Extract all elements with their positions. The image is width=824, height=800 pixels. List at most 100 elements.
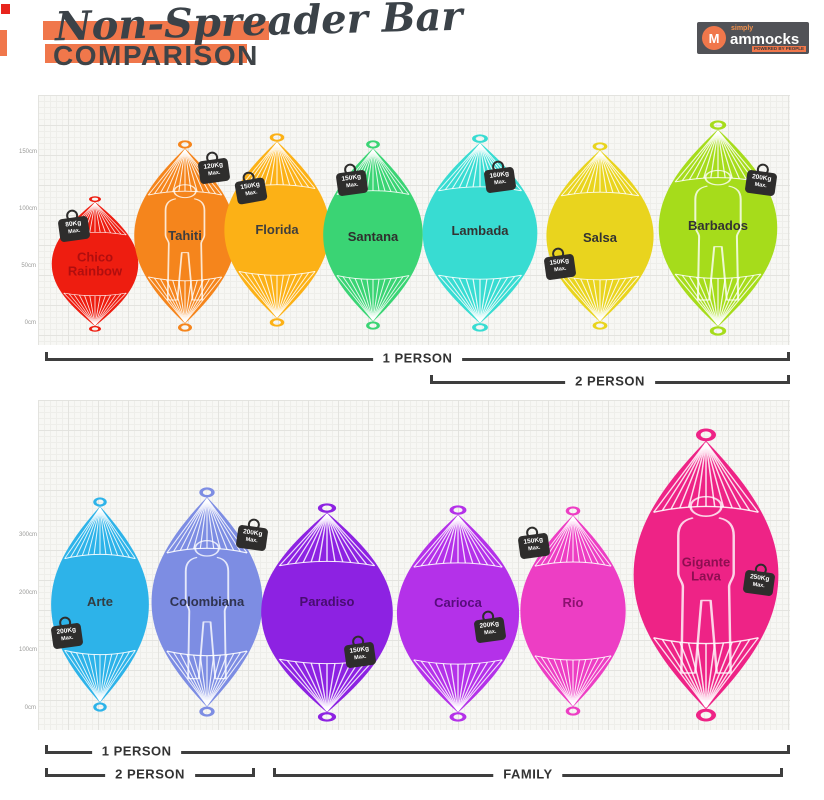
- hang-ring-bottom-icon: [199, 706, 215, 717]
- logo-name: ammocks: [730, 31, 800, 48]
- bed-edge-bottom: [63, 292, 127, 297]
- clew-strings-top: [166, 498, 248, 554]
- hammock-salsa: Salsa: [543, 142, 657, 330]
- hang-ring-bottom-icon: [366, 321, 380, 330]
- bed-edge-bottom: [64, 649, 136, 656]
- weight-tag: 200Kg Max.: [473, 616, 507, 644]
- bed-edge-bottom: [438, 274, 522, 280]
- brand-logo: M simply ammocks POWERED BY PEOPLE: [697, 22, 809, 54]
- hang-ring-top-icon: [269, 133, 285, 142]
- bed-edge-top: [166, 547, 248, 554]
- clew-strings-bottom: [278, 659, 376, 712]
- y-axis-tick: 100cm: [19, 206, 38, 212]
- y-axis-tick: 200cm: [19, 590, 38, 596]
- hammock-name: Santana: [347, 229, 399, 245]
- hang-ring-top-icon: [709, 120, 727, 130]
- clew-strings-top: [413, 515, 503, 568]
- bracket-1-person: 1 PERSON: [45, 743, 790, 759]
- hammock-lambada: Lambada: [419, 134, 541, 332]
- bed-edge-top: [279, 560, 375, 567]
- bracket-family: FAMILY: [273, 766, 783, 782]
- hammock-tahiti: Tahiti: [131, 140, 239, 332]
- hammock-body: [134, 148, 236, 324]
- weight-tag: 80Kg Max.: [57, 215, 91, 243]
- hang-ring-top-icon: [565, 506, 581, 516]
- logo-monogram-icon: M: [702, 26, 726, 50]
- hang-ring-top-icon: [449, 505, 467, 515]
- bracket-label: 2 PERSON: [105, 766, 195, 782]
- hammock-body: [520, 515, 626, 707]
- logo-prefix: simply: [731, 25, 754, 32]
- hammock-arte: Arte: [48, 497, 152, 712]
- hang-ring-top-icon: [472, 134, 488, 143]
- clew-strings-bottom: [652, 637, 760, 708]
- bed-edge-bottom: [166, 650, 248, 657]
- hang-ring-top-icon: [89, 196, 101, 203]
- hang-ring-bottom-icon: [695, 708, 717, 722]
- bracket-1-person: 1 PERSON: [45, 350, 790, 366]
- y-axis-tick: 0cm: [24, 320, 36, 326]
- logo-monogram-letter: M: [708, 30, 720, 46]
- hammock-name: Barbados: [688, 218, 748, 234]
- hammock-name: Paradiso: [299, 593, 355, 609]
- weight-tag: 200Kg Max.: [50, 622, 84, 650]
- hammock-florida: Florida: [221, 133, 333, 327]
- y-axis-tick: 0cm: [24, 705, 36, 711]
- hang-ring-bottom-icon: [317, 712, 337, 722]
- weight-tag: 200Kg Max.: [744, 169, 778, 197]
- hammock-name: Florida: [255, 222, 299, 238]
- hammock-body: [546, 150, 654, 322]
- bed-edge-bottom: [148, 276, 222, 282]
- weight-tag: 150Kg Max.: [343, 641, 377, 669]
- edge-tab: [0, 30, 7, 56]
- bed-edge-bottom: [653, 637, 759, 645]
- bed-edge-top: [653, 505, 759, 513]
- hang-ring-bottom-icon: [177, 323, 193, 332]
- bed-edge-top: [534, 561, 612, 567]
- bed-edge-top: [560, 191, 640, 197]
- hang-ring-bottom-icon: [449, 712, 467, 722]
- hammock-name: Lambada: [451, 223, 509, 239]
- title-highlight-bar-2: [45, 44, 247, 63]
- clew-strings-bottom: [63, 292, 127, 326]
- bracket-label: 1 PERSON: [91, 743, 182, 759]
- hang-ring-bottom-icon: [565, 706, 581, 716]
- hammock-name: Colombiana: [169, 594, 245, 610]
- bracket-rows-bottom: 1 PERSON 2 PERSON FAMILY: [0, 743, 824, 791]
- logo-tagline: POWERED BY PEOPLE: [751, 46, 806, 52]
- hammock-barbados: Barbados: [655, 120, 781, 336]
- bed-edge-bottom: [336, 275, 410, 280]
- hammock-name: Carioca: [434, 594, 482, 610]
- page-title: COMPARISON: [53, 40, 259, 71]
- weight-tag: 150Kg Max.: [335, 169, 369, 197]
- hang-ring-bottom-icon: [89, 325, 101, 332]
- y-axis-tick: 100cm: [19, 647, 38, 653]
- bracket-2-person: 2 PERSON: [430, 373, 790, 389]
- hammock-name: Chico Rainbow: [67, 249, 123, 278]
- person-outline-icon: [677, 495, 735, 674]
- clew-strings-top: [64, 507, 136, 559]
- clew-strings-bottom: [238, 271, 316, 318]
- hammock-name: Tahiti: [168, 228, 202, 244]
- panel-family: 300cm 200cm 100cm 0cm Arte 200Kg Max.: [19, 400, 790, 730]
- hang-ring-bottom-icon: [269, 318, 285, 327]
- bed-edge-top: [148, 190, 222, 196]
- hang-ring-bottom-icon: [93, 702, 107, 712]
- hang-ring-top-icon: [317, 503, 337, 513]
- clew-strings-bottom: [336, 275, 410, 321]
- panel-one-two-person: 150cm 100cm 50cm 0cm Chico Rainbow 80Kg Max.: [19, 95, 790, 345]
- hammock-body: [396, 514, 520, 713]
- weight-tag: 150Kg Max.: [543, 253, 577, 281]
- hang-ring-top-icon: [177, 140, 193, 149]
- clew-strings-bottom: [534, 655, 612, 706]
- weight-tag: 160Kg Max.: [483, 166, 517, 194]
- y-axis-tick: 150cm: [19, 149, 38, 155]
- clew-strings-bottom: [437, 275, 523, 323]
- hammock-name: Rio: [562, 594, 584, 610]
- hammock-chico-rainbow: Chico Rainbow: [49, 196, 141, 332]
- bracket-label: 2 PERSON: [565, 373, 655, 389]
- bed-edge-bottom: [238, 270, 316, 276]
- hang-ring-top-icon: [93, 497, 107, 507]
- clew-strings-bottom: [674, 273, 762, 326]
